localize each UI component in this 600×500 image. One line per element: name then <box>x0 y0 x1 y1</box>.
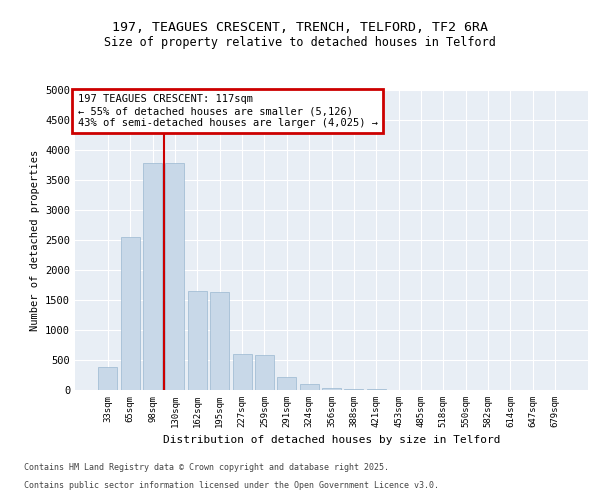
X-axis label: Distribution of detached houses by size in Telford: Distribution of detached houses by size … <box>163 436 500 446</box>
Bar <box>121 237 140 390</box>
Bar <box>344 389 364 390</box>
Bar <box>188 291 207 390</box>
Text: Contains public sector information licensed under the Open Government Licence v3: Contains public sector information licen… <box>24 481 439 490</box>
Bar <box>255 354 274 390</box>
Text: 197, TEAGUES CRESCENT, TRENCH, TELFORD, TF2 6RA: 197, TEAGUES CRESCENT, TRENCH, TELFORD, … <box>112 21 488 34</box>
Text: Contains HM Land Registry data © Crown copyright and database right 2025.: Contains HM Land Registry data © Crown c… <box>24 464 389 472</box>
Bar <box>210 292 229 390</box>
Bar <box>233 354 251 390</box>
Bar <box>143 163 162 390</box>
Text: Size of property relative to detached houses in Telford: Size of property relative to detached ho… <box>104 36 496 49</box>
Bar <box>299 384 319 390</box>
Y-axis label: Number of detached properties: Number of detached properties <box>29 150 40 330</box>
Bar <box>322 388 341 390</box>
Bar <box>166 163 184 390</box>
Bar <box>98 366 118 390</box>
Text: 197 TEAGUES CRESCENT: 117sqm
← 55% of detached houses are smaller (5,126)
43% of: 197 TEAGUES CRESCENT: 117sqm ← 55% of de… <box>77 94 377 128</box>
Bar <box>277 378 296 390</box>
